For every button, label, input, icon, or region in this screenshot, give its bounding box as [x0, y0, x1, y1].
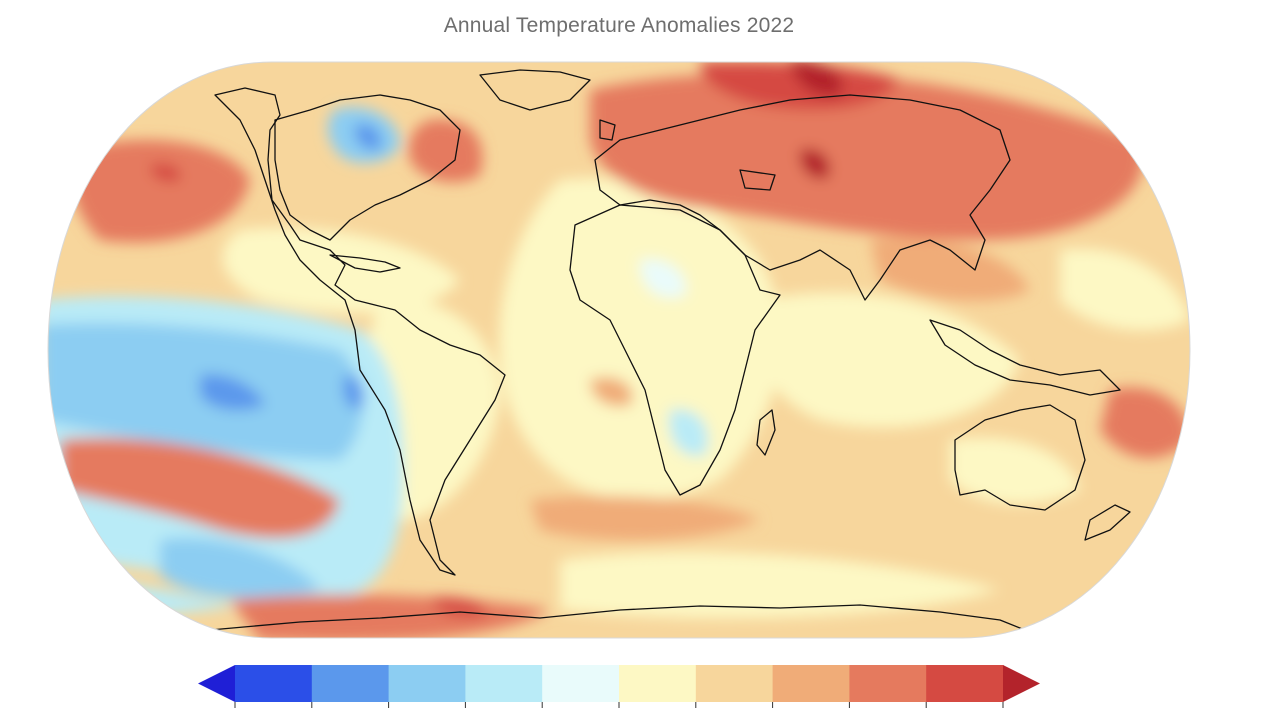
zone-antarctic-pale [560, 551, 1000, 619]
colorbar-extend-high [1003, 665, 1040, 702]
eurasia-outline [594, 94, 1011, 301]
zone-tropical-atlantic-pale [222, 227, 460, 314]
globe-border [47, 61, 1191, 639]
colorbar-extend-low [198, 665, 235, 702]
colorbar-segment [695, 665, 774, 702]
zone-central-asia-hottest [799, 149, 830, 179]
new-zealand-outline [1084, 504, 1131, 541]
zone-north-pacific-hot [150, 163, 181, 182]
zone-south-asia-warm [870, 237, 1030, 301]
zone-australia-pale [950, 437, 1080, 504]
colorbar-segment [849, 665, 927, 702]
zone-tasman-warm [1100, 387, 1190, 459]
zone-eurasia-warm [590, 73, 1144, 240]
zone-north-atlantic-warm [408, 119, 483, 183]
anomaly-field [48, 62, 1190, 638]
antarctica-outline [209, 604, 1031, 633]
zone-west-pacific-pale [1060, 248, 1190, 331]
map-title: Annual Temperature Anomalies 2022 [443, 14, 795, 37]
zone-weddell-hot [430, 597, 486, 617]
colorbar-segment [311, 665, 390, 702]
zone-south-pacific-warm [60, 438, 340, 538]
colorbar-segment [465, 665, 543, 702]
zone-siberia-hot [700, 62, 900, 110]
zone-arctic-hottest [790, 62, 842, 96]
british-isles-outline [599, 119, 616, 141]
zone-sahara-cool [640, 259, 686, 298]
zone-south-atlantic-warm [590, 377, 633, 407]
colorbar-segment [542, 665, 620, 702]
zone-canada-cold [354, 124, 382, 151]
zone-southern-africa-cool [669, 409, 709, 456]
madagascar-outline [756, 409, 776, 456]
caribbean-outline [329, 254, 401, 273]
americas-outline [214, 87, 506, 576]
zone-indian-ocean-pale [753, 292, 1020, 428]
zone-chile-cold [343, 374, 365, 410]
zone-southern-ocean-warm [530, 496, 760, 541]
colorbar-segment [926, 665, 1004, 702]
zone-south-pacific-cool [160, 538, 320, 599]
zone-africa-pale [499, 178, 781, 501]
greenland-outline [479, 69, 591, 111]
colorbar-segment [235, 665, 313, 702]
africa-outline [569, 204, 781, 496]
maritime-asia-outline [929, 319, 1121, 396]
north-america-interior [274, 94, 461, 241]
caspian-outline [739, 169, 776, 191]
zone-north-pacific-warm [71, 140, 250, 243]
coastlines [209, 69, 1131, 633]
colorbar-segment [619, 665, 697, 702]
australia-outline [954, 404, 1086, 511]
zone-pacific-coldest [200, 374, 265, 411]
colorbar [198, 665, 1040, 708]
colorbar-segment [772, 665, 850, 702]
colorbar-segment [388, 665, 466, 702]
